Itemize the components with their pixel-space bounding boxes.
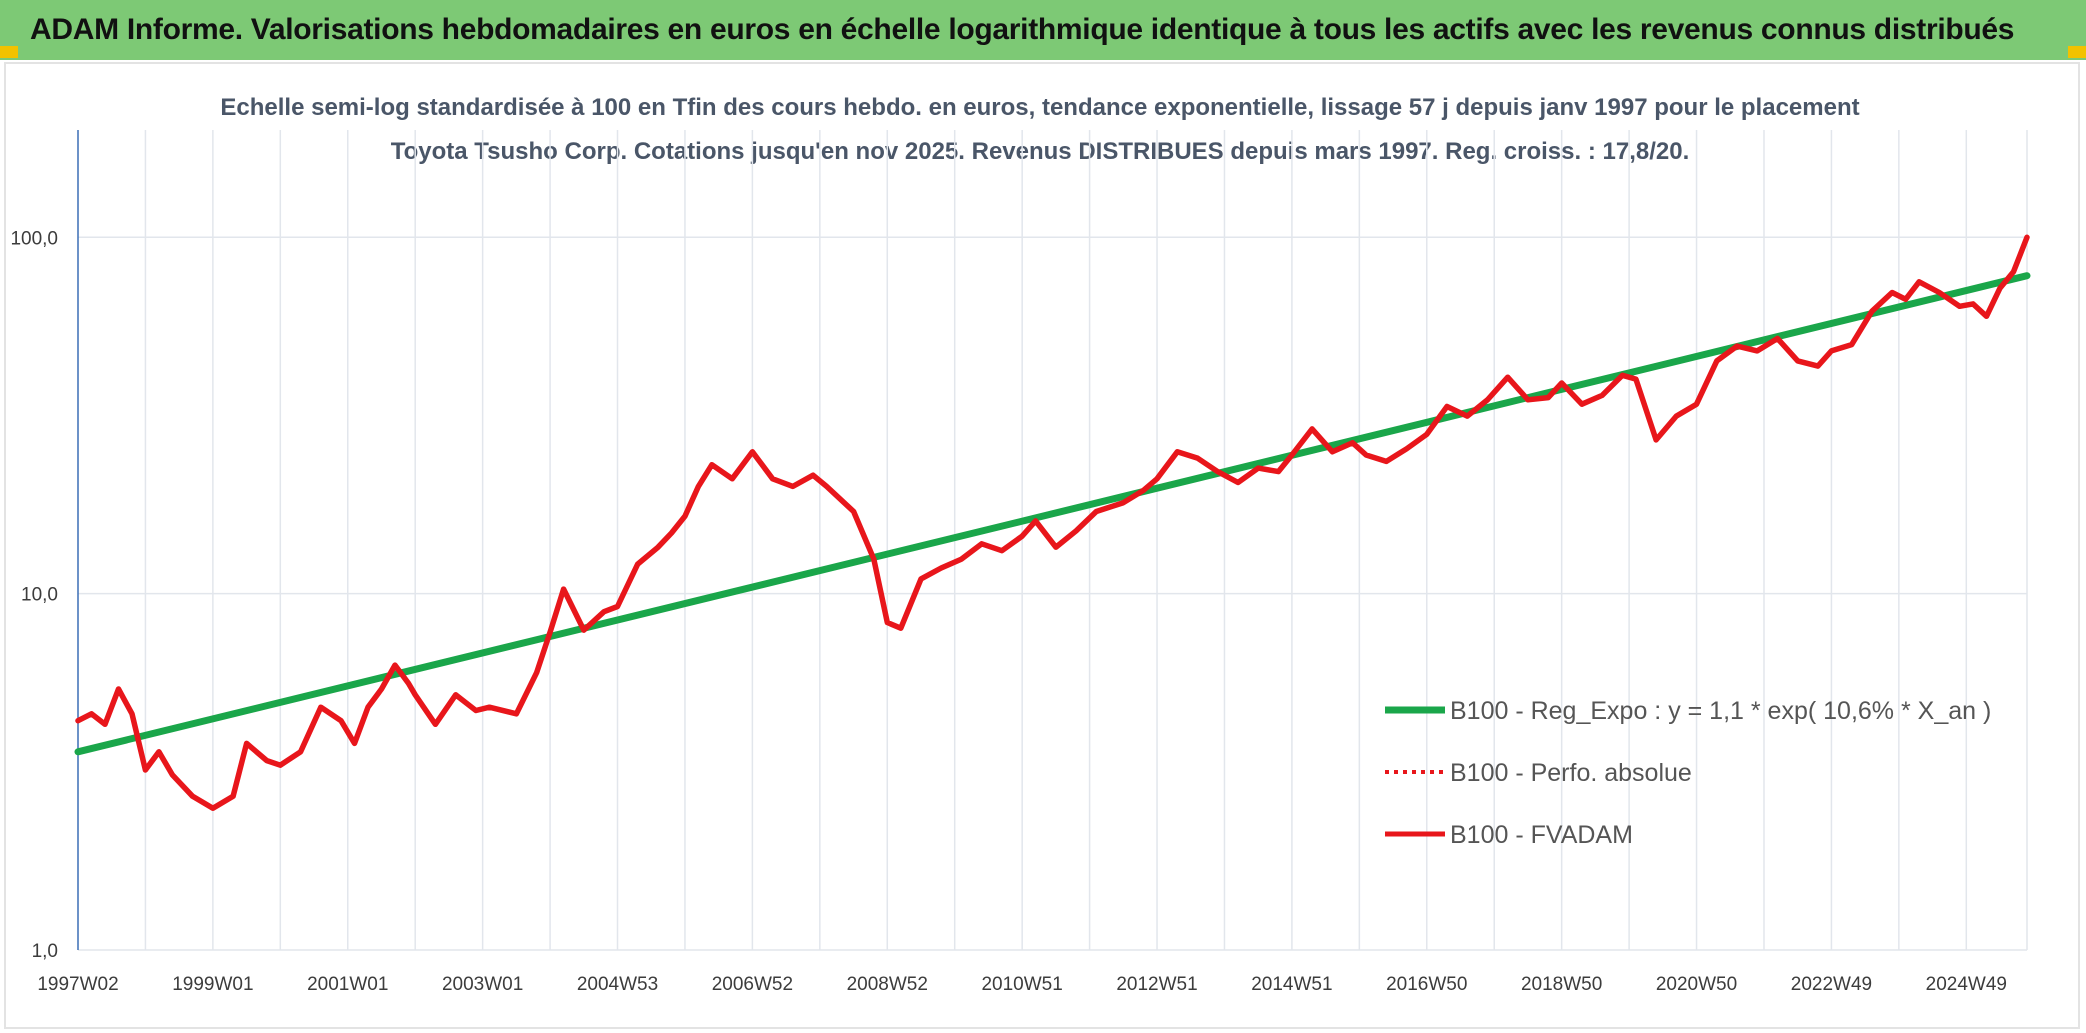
- chart-frame: [4, 62, 2080, 1029]
- x-tick-label: 1997W02: [37, 974, 118, 995]
- legend-entry-reg-expo-label: B100 - Reg_Expo : y = 1,1 * exp( 10,6% *…: [1450, 697, 1991, 725]
- y-tick-label: 100,0: [10, 228, 58, 249]
- y-tick-label: 10,0: [21, 585, 58, 606]
- x-tick-label: 2022W49: [1791, 974, 1872, 995]
- x-tick-label: 2020W50: [1656, 974, 1737, 995]
- legend-entry-perfo-absolue-label: B100 - Perfo. absolue: [1450, 759, 1692, 787]
- x-tick-label: 2014W51: [1251, 974, 1332, 995]
- x-tick-label: 2016W50: [1386, 974, 1467, 995]
- y-tick-label: 1,0: [32, 941, 58, 962]
- x-tick-label: 1999W01: [172, 974, 253, 995]
- report-title: ADAM Informe. Valorisations hebdomadaire…: [30, 13, 2015, 46]
- corner-marker-left: [0, 46, 18, 58]
- grid: [78, 130, 2028, 951]
- x-tick-label: 2010W51: [981, 974, 1062, 995]
- x-tick-label: 2001W01: [307, 974, 388, 995]
- x-tick-label: 2012W51: [1116, 974, 1197, 995]
- series-lines: [74, 234, 2031, 811]
- legend: B100 - Reg_Expo : y = 1,1 * exp( 10,6% *…: [1385, 697, 1991, 849]
- x-tick-label: 2024W49: [1926, 974, 2007, 995]
- x-tick-label: 2008W52: [847, 974, 928, 995]
- x-axis-ticks: 1997W02 1999W01 2001W01 2003W01 2004W53 2006W…: [37, 974, 2007, 995]
- y-axis-ticks: 1,0 10,0 100,0: [10, 228, 58, 962]
- series-line-fvadam: [75, 234, 2030, 811]
- x-tick-label: 2004W53: [577, 974, 658, 995]
- chart-title: Echelle semi-log standardisée à 100 en T…: [220, 94, 1860, 165]
- corner-marker-right: [2068, 46, 2086, 58]
- legend-entry-fvadam-label: B100 - FVADAM: [1450, 821, 1633, 849]
- x-tick-label: 2003W01: [442, 974, 523, 995]
- x-tick-label: 2006W52: [712, 974, 793, 995]
- x-tick-label: 2018W50: [1521, 974, 1602, 995]
- report-banner: ADAM Informe. Valorisations hebdomadaire…: [0, 0, 2086, 60]
